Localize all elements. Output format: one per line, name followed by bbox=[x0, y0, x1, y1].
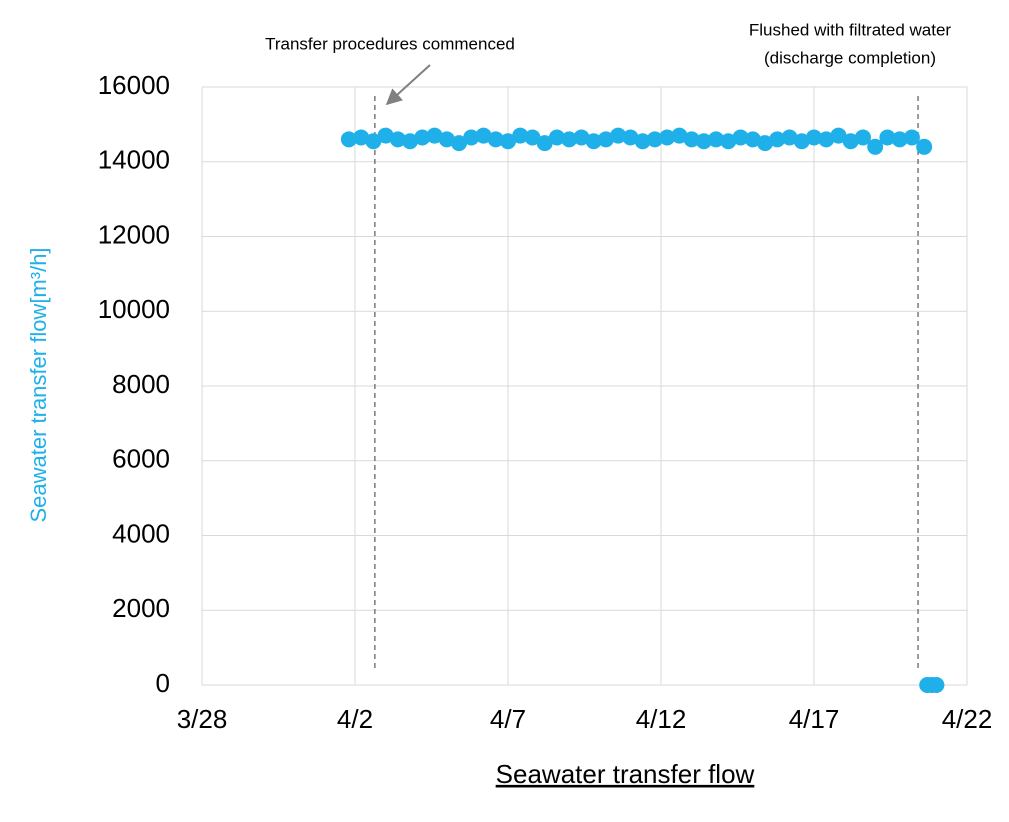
point bbox=[720, 133, 737, 150]
point bbox=[622, 129, 639, 146]
point bbox=[903, 129, 920, 146]
point bbox=[769, 131, 786, 148]
point bbox=[671, 127, 688, 144]
point bbox=[744, 131, 761, 148]
point bbox=[793, 133, 810, 150]
point bbox=[891, 131, 908, 148]
point bbox=[818, 131, 835, 148]
point bbox=[438, 131, 455, 148]
point bbox=[634, 133, 651, 150]
point bbox=[512, 127, 529, 144]
point bbox=[487, 131, 504, 148]
x-tick-label: 4/7 bbox=[490, 704, 526, 734]
x-axis-title: Seawater transfer flow bbox=[496, 759, 755, 789]
point bbox=[573, 129, 590, 146]
point bbox=[500, 133, 516, 150]
point bbox=[402, 133, 419, 150]
point bbox=[806, 129, 822, 146]
annotation: Transfer procedures commenced bbox=[265, 34, 515, 53]
point bbox=[597, 131, 614, 148]
point bbox=[365, 133, 382, 150]
y-tick-label: 0 bbox=[156, 668, 170, 698]
point bbox=[854, 129, 871, 146]
point bbox=[928, 677, 945, 693]
y-axis-title: Seawater transfer flow[m³/h] bbox=[26, 247, 51, 522]
point bbox=[426, 127, 443, 144]
x-tick-label: 4/12 bbox=[636, 704, 687, 734]
point bbox=[548, 129, 565, 146]
y-tick-label: 2000 bbox=[112, 593, 170, 623]
point bbox=[463, 129, 480, 146]
point bbox=[377, 127, 394, 144]
point bbox=[708, 131, 725, 148]
y-tick-label: 12000 bbox=[98, 219, 170, 249]
point bbox=[451, 135, 468, 152]
point bbox=[916, 138, 933, 155]
point bbox=[830, 127, 847, 144]
y-tick-label: 6000 bbox=[112, 444, 170, 474]
point bbox=[475, 127, 492, 144]
annotation-arrow bbox=[385, 64, 431, 106]
point bbox=[389, 131, 406, 148]
point bbox=[340, 131, 357, 148]
point bbox=[879, 129, 896, 146]
y-tick-label: 10000 bbox=[98, 294, 170, 324]
point bbox=[842, 133, 859, 150]
point bbox=[646, 131, 663, 148]
x-tick-label: 3/28 bbox=[177, 704, 228, 734]
point bbox=[585, 133, 602, 150]
point bbox=[561, 131, 578, 148]
point bbox=[732, 129, 749, 146]
y-tick-label: 14000 bbox=[98, 145, 170, 175]
point bbox=[524, 129, 541, 146]
point bbox=[536, 135, 553, 152]
point bbox=[353, 129, 370, 146]
x-tick-label: 4/22 bbox=[942, 704, 993, 734]
y-tick-label: 8000 bbox=[112, 369, 170, 399]
annotation: Flushed with filtrated water bbox=[749, 20, 952, 39]
y-tick-label: 16000 bbox=[98, 70, 170, 100]
point bbox=[659, 129, 676, 146]
point bbox=[781, 129, 798, 146]
point bbox=[610, 127, 627, 144]
x-tick-label: 4/2 bbox=[337, 704, 373, 734]
point bbox=[867, 138, 884, 155]
annotation: (discharge completion) bbox=[764, 48, 936, 67]
y-tick-label: 4000 bbox=[112, 518, 170, 548]
point bbox=[414, 129, 431, 146]
x-tick-label: 4/17 bbox=[789, 704, 840, 734]
point bbox=[683, 131, 700, 148]
point bbox=[757, 135, 774, 152]
point bbox=[695, 133, 712, 150]
